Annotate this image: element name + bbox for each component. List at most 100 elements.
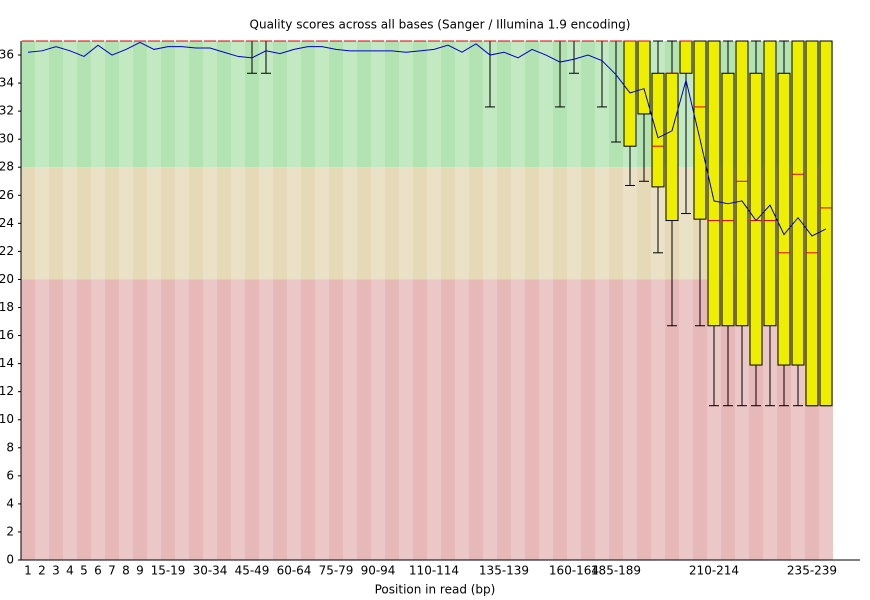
quality-band: [245, 279, 259, 560]
quality-band: [525, 279, 539, 560]
x-tick-label: 60-64: [277, 564, 312, 578]
y-tick-label: 36: [0, 48, 14, 62]
box: [623, 40, 637, 147]
band-stripe: [315, 41, 329, 168]
quality-band: [49, 279, 63, 560]
y-tick-label: 4: [6, 496, 14, 510]
y-tick-label: 14: [0, 356, 14, 370]
quality-band: [49, 41, 63, 168]
x-tick-label: 2: [38, 564, 46, 578]
quality-band: [413, 41, 427, 168]
quality-band: [301, 167, 315, 280]
quality-band: [175, 167, 189, 280]
band-stripe: [399, 279, 413, 560]
quality-band: [245, 167, 259, 280]
y-tick-label: 0: [6, 553, 14, 567]
quality-band: [315, 41, 329, 168]
x-tick-label: 45-49: [235, 564, 270, 578]
quality-band: [567, 41, 581, 168]
band-stripe: [455, 41, 469, 168]
quality-band: [497, 167, 511, 280]
quality-band: [413, 279, 427, 560]
x-tick-label: 3: [52, 564, 60, 578]
quality-band: [105, 41, 119, 168]
band-stripe: [147, 41, 161, 168]
quality-band: [287, 167, 301, 280]
y-tick-label: 34: [0, 76, 14, 90]
band-stripe: [287, 41, 301, 168]
quality-band: [553, 167, 567, 280]
quality-band: [63, 279, 77, 560]
band-stripe: [343, 279, 357, 560]
quality-band: [259, 279, 273, 560]
band-stripe: [63, 41, 77, 168]
y-tick-label: 8: [6, 440, 14, 454]
quality-band: [399, 41, 413, 168]
quality-band: [49, 167, 63, 280]
quality-band: [35, 279, 49, 560]
band-stripe: [567, 41, 581, 168]
quality-band: [329, 41, 343, 168]
quality-band: [217, 167, 231, 280]
quality-band: [623, 167, 637, 280]
band-stripe: [35, 279, 49, 560]
quality-band: [679, 167, 693, 280]
quality-band: [427, 41, 441, 168]
band-stripe: [35, 41, 49, 168]
box: [665, 72, 679, 222]
band-stripe: [483, 167, 497, 280]
quality-band: [371, 167, 385, 280]
x-tick-label: 160-164: [549, 564, 599, 578]
band-stripe: [231, 167, 245, 280]
quality-band: [483, 167, 497, 280]
quality-band: [497, 279, 511, 560]
box: [679, 40, 693, 74]
band-stripe: [91, 41, 105, 168]
quality-band: [91, 167, 105, 280]
quality-band: [161, 279, 175, 560]
quality-band: [609, 167, 623, 280]
quality-band: [273, 279, 287, 560]
band-stripe: [763, 279, 777, 560]
quality-band: [539, 279, 553, 560]
quality-band: [441, 279, 455, 560]
band-stripe: [483, 279, 497, 560]
quality-band: [259, 167, 273, 280]
quality-band: [343, 167, 357, 280]
quality-band: [497, 41, 511, 168]
quality-band: [511, 279, 525, 560]
quality-band: [651, 279, 665, 560]
band-stripe: [147, 167, 161, 280]
quality-band: [735, 279, 749, 560]
band-stripe: [399, 41, 413, 168]
band-stripe: [175, 167, 189, 280]
band-stripe: [455, 167, 469, 280]
quality-band: [315, 167, 329, 280]
band-stripe: [315, 279, 329, 560]
quality-band: [63, 167, 77, 280]
quality-band: [357, 167, 371, 280]
quality-band: [301, 41, 315, 168]
quality-band: [203, 41, 217, 168]
quality-band: [329, 167, 343, 280]
quality-band: [161, 167, 175, 280]
quality-band: [105, 167, 119, 280]
band-stripe: [287, 167, 301, 280]
quality-band: [525, 167, 539, 280]
quality-band: [539, 41, 553, 168]
band-stripe: [35, 167, 49, 280]
band-stripe: [567, 279, 581, 560]
x-tick-label: 75-79: [319, 564, 354, 578]
quality-band: [693, 279, 707, 560]
band-stripe: [259, 167, 273, 280]
quality-band: [581, 167, 595, 280]
quality-band: [203, 167, 217, 280]
quality-band: [469, 41, 483, 168]
band-stripe: [119, 279, 133, 560]
quality-band: [763, 279, 777, 560]
y-tick-label: 26: [0, 188, 14, 202]
y-tick-label: 30: [0, 132, 14, 146]
box: [693, 40, 707, 220]
quality-band: [399, 279, 413, 560]
